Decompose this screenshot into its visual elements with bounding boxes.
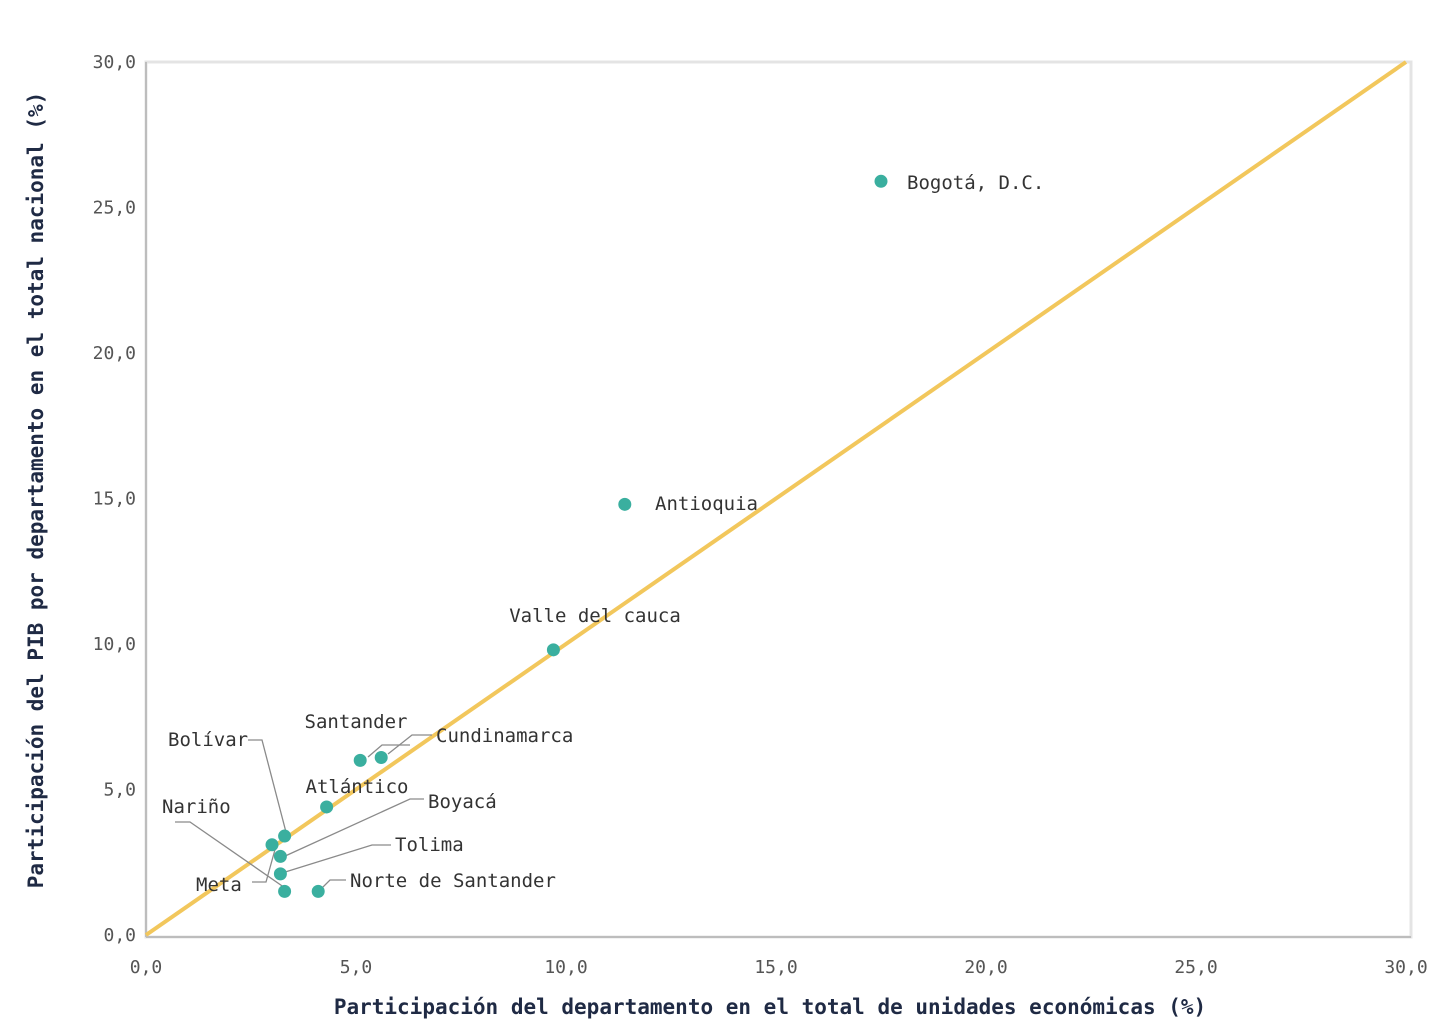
data-point: [311, 884, 325, 898]
point-label: Meta: [196, 874, 242, 896]
leader-line: [252, 845, 277, 883]
y-tick-label: 5,0: [103, 780, 136, 801]
data-point: [278, 829, 292, 843]
reference-line: [144, 60, 1408, 937]
point-label: Atlántico: [306, 776, 409, 798]
leader-line: [282, 798, 424, 858]
leader-line: [319, 879, 346, 891]
y-tick-label: 25,0: [93, 198, 136, 219]
data-point: [874, 174, 888, 188]
y-tick-label: 30,0: [93, 52, 136, 73]
tick-labels: 0,0 5,0 10,0 15,0 20,0 25,0 30,0 0,0 5,0 10,0 15,0…: [93, 52, 1428, 978]
leader-line: [281, 844, 391, 874]
leader-line: [175, 821, 289, 891]
x-tick-label: 30,0: [1384, 957, 1427, 978]
point-label: Santander: [305, 711, 408, 733]
data-points: [265, 174, 888, 898]
data-point: [374, 750, 388, 764]
point-label: Bogotá, D.C.: [907, 172, 1044, 194]
data-point: [618, 497, 632, 511]
leader-line: [248, 739, 288, 837]
data-point: [273, 849, 287, 863]
data-point: [353, 753, 367, 767]
point-label: Nariño: [162, 796, 231, 818]
x-tick-label: 20,0: [964, 957, 1007, 978]
point-label: Valle del cauca: [509, 605, 681, 627]
data-point: [320, 800, 334, 814]
y-tick-label: 15,0: [93, 489, 136, 510]
data-point: [265, 838, 279, 852]
data-point: [546, 643, 560, 657]
point-label: Tolima: [395, 834, 464, 856]
point-label: Antioquia: [655, 493, 758, 515]
point-label: Cundinamarca: [436, 725, 573, 747]
leader-line: [387, 734, 432, 755]
y-axis-title: Participación del PIB por departamento e…: [24, 92, 48, 889]
y-tick-label: 0,0: [103, 925, 136, 946]
data-point: [273, 867, 287, 881]
x-tick-label: 15,0: [754, 957, 797, 978]
leader-lines: [175, 734, 432, 891]
x-tick-label: 0,0: [130, 957, 163, 978]
point-label: Boyacá: [428, 791, 497, 813]
y-tick-label: 20,0: [93, 343, 136, 364]
point-label: Bolívar: [168, 729, 248, 751]
x-tick-label: 10,0: [544, 957, 587, 978]
point-labels: Bogotá, D.C. Antioquia Valle del cauca Cund…: [162, 172, 1044, 896]
x-tick-label: 25,0: [1174, 957, 1217, 978]
point-label: Norte de Santander: [350, 870, 556, 892]
x-axis-title: Participación del departamento en el tot…: [334, 995, 1206, 1019]
leader-line: [367, 744, 410, 758]
y-tick-label: 10,0: [93, 634, 136, 655]
data-point: [278, 884, 292, 898]
x-tick-label: 5,0: [340, 957, 373, 978]
